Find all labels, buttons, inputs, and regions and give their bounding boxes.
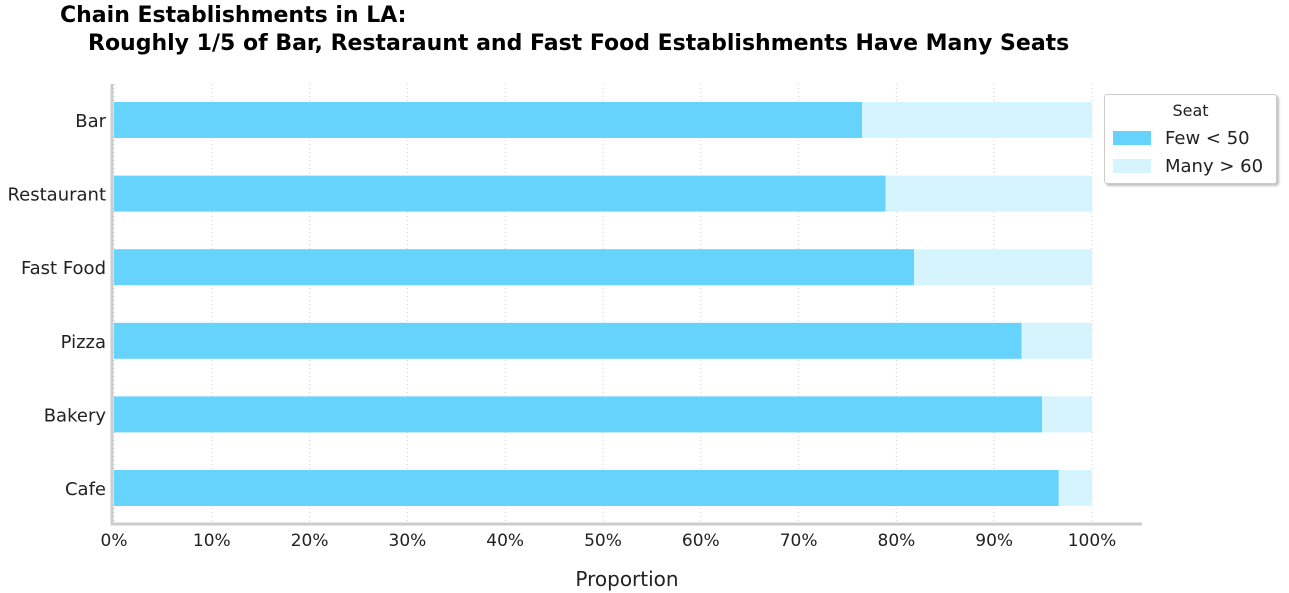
- legend-swatch-many: [1113, 159, 1151, 173]
- bar-cafe-series-1: [1058, 470, 1092, 506]
- bar-fast-food-series-1: [914, 249, 1092, 286]
- x-tick-label: 80%: [878, 531, 916, 551]
- bar-cafe-series-0: [114, 470, 1059, 506]
- bar-bar-series-0: [114, 102, 863, 138]
- legend: Seat Few < 50 Many > 60: [1104, 94, 1277, 184]
- bar-pizza-series-1: [1021, 322, 1092, 359]
- y-tick-label: Cafe: [65, 479, 106, 500]
- legend-title: Seat: [1172, 101, 1209, 120]
- legend-label-many: Many > 60: [1165, 155, 1264, 177]
- legend-item-few: Few < 50: [1113, 127, 1250, 149]
- y-tick-label: Bakery: [44, 405, 107, 426]
- chart-title: Chain Establishments in LA: Roughly 1/5 o…: [60, 2, 1260, 58]
- axes: [110, 84, 1142, 526]
- x-tick-label: 0%: [101, 531, 128, 551]
- bar-fast-food-series-0: [114, 249, 915, 286]
- y-tick-label: Restaurant: [7, 185, 106, 206]
- y-tick-label: Pizza: [61, 332, 106, 353]
- x-tick-label: 20%: [291, 531, 329, 551]
- x-tick-label: 90%: [975, 531, 1013, 551]
- y-tick-label: Bar: [75, 111, 106, 132]
- bars: [114, 102, 1092, 506]
- y-tick-label: Fast Food: [21, 258, 106, 279]
- x-tick-label: 10%: [193, 531, 231, 551]
- x-tick-label: 40%: [486, 531, 524, 551]
- bar-bakery-series-0: [114, 396, 1043, 433]
- x-tick-label: 70%: [780, 531, 818, 551]
- bar-bakery-series-1: [1042, 396, 1092, 433]
- x-tick-label: 60%: [682, 531, 720, 551]
- legend-item-many: Many > 60: [1113, 155, 1263, 177]
- bar-restaurant-series-0: [114, 175, 886, 212]
- grid-lines: [113, 84, 1093, 523]
- x-tick-label: 50%: [584, 531, 622, 551]
- x-tick-label: 30%: [389, 531, 427, 551]
- legend-swatch-few: [1113, 131, 1151, 145]
- chart-title-line-1: Chain Establishments in LA:: [60, 3, 407, 28]
- legend-label-few: Few < 50: [1165, 127, 1250, 149]
- x-tick-label: 100%: [1068, 531, 1117, 551]
- y-tick-labels: Bar Restaurant Fast Food Pizza Bakery Cafe: [7, 111, 106, 500]
- chart-title-line-2: Roughly 1/5 of Bar, Restaraunt and Fast …: [88, 31, 1070, 56]
- bar-pizza-series-0: [114, 322, 1022, 359]
- bar-restaurant-series-1: [885, 175, 1092, 212]
- x-tick-labels: 0% 10% 20% 30% 40% 50% 60% 70% 80% 90% 100%: [101, 531, 1117, 551]
- x-axis-label: Proportion: [575, 567, 678, 591]
- bar-bar-series-1: [862, 102, 1092, 138]
